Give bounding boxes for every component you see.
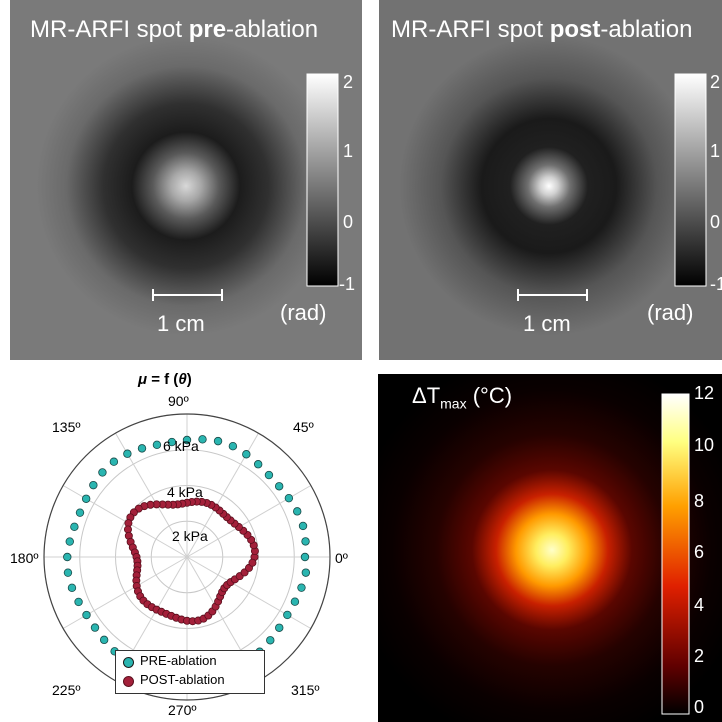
legend-post-label: POST-ablation <box>140 672 225 687</box>
pre-ablation-point <box>82 610 91 620</box>
post-tick-1: 1 <box>710 141 721 161</box>
pre-ablation-point <box>275 623 284 632</box>
pre-ablation-point <box>297 583 306 592</box>
pre-ablation-point <box>300 552 310 562</box>
post-ablation-image <box>379 0 722 360</box>
temp-tick-4: 4 <box>694 595 705 615</box>
pre-unit: (rad) <box>280 300 327 325</box>
pre-ablation-point <box>67 583 77 593</box>
pre-ablation-point <box>274 482 284 491</box>
pre-ablation-point <box>98 468 107 477</box>
polar-legend: PRE-ablation POST-ablation <box>115 650 265 694</box>
polar-plot-panel: μ = f (θ) 90º 45º 0º 315º 270º 225º 180º… <box>0 368 370 722</box>
post-ablation-point <box>248 558 257 567</box>
pre-tick-0: 0 <box>343 212 354 232</box>
temp-tick-12: 12 <box>694 383 715 403</box>
pre-ablation-point <box>213 436 223 446</box>
post-ablation-panel: MR-ARFI spot post-ablation 2 1 0 -1 (rad… <box>379 0 722 360</box>
pre-ablation-point <box>266 636 275 645</box>
pre-ablation-point <box>70 522 79 532</box>
legend-pre-label: PRE-ablation <box>140 653 217 668</box>
temp-tick-0: 0 <box>694 697 705 717</box>
pre-ablation-point <box>293 507 302 516</box>
polar-title: μ = f (θ) <box>138 371 192 388</box>
pre-ablation-point <box>75 508 85 517</box>
angle-label-270: 270º <box>168 702 197 718</box>
angle-label-135: 135º <box>52 419 81 435</box>
temp-tick-8: 8 <box>694 491 705 511</box>
pre-ablation-panel: MR-ARFI spot pre-ablation 2 1 0 -1 (rad)… <box>10 0 362 360</box>
pre-ablation-point <box>74 597 83 607</box>
temp-tick-2: 2 <box>694 646 705 666</box>
post-tick-minus1: -1 <box>710 274 722 294</box>
pre-scale-label: 1 cm <box>157 311 205 336</box>
pre-ablation-point <box>123 449 132 458</box>
radial-label-2: 2 kPa <box>172 528 208 544</box>
polar-outer-circle <box>43 413 331 701</box>
angle-label-0: 0º <box>335 550 348 566</box>
temp-tick-10: 10 <box>694 435 715 455</box>
pre-ablation-point <box>242 450 251 459</box>
pre-ablation-point <box>81 494 91 503</box>
pre-ablation-image <box>10 0 362 360</box>
pre-tick-1: 1 <box>343 141 354 161</box>
post-scale-label: 1 cm <box>523 311 571 336</box>
pre-ablation-point <box>63 552 72 562</box>
pre-ablation-point <box>109 457 119 466</box>
pre-ablation-point <box>65 537 74 546</box>
pre-ablation-point <box>301 537 310 546</box>
pre-ablation-point <box>167 437 177 447</box>
radial-label-4: 4 kPa <box>167 484 203 500</box>
post-colorbar <box>674 73 707 287</box>
pre-ablation-point <box>284 493 294 503</box>
pre-ablation-point <box>89 480 98 490</box>
pre-title: MR-ARFI spot pre-ablation <box>30 16 319 43</box>
pre-ablation-point <box>298 521 308 531</box>
post-title: MR-ARFI spot post-ablation <box>391 16 693 43</box>
pre-ablation-point <box>182 435 192 445</box>
pre-ablation-point <box>264 470 274 480</box>
pre-ablation-point <box>137 444 147 453</box>
temperature-title: ΔTmax (°C) <box>412 383 513 412</box>
pre-ablation-point <box>90 623 100 632</box>
pre-tick-2: 2 <box>343 72 354 92</box>
legend-post-marker <box>123 676 134 687</box>
angle-label-45: 45º <box>293 419 314 435</box>
pre-ablation-point <box>198 435 207 444</box>
angle-label-225: 225º <box>52 682 81 698</box>
post-tick-2: 2 <box>710 72 721 92</box>
temp-tick-6: 6 <box>694 542 705 562</box>
pre-ablation-point <box>63 568 73 577</box>
pre-ablation-point <box>290 597 300 606</box>
pre-colorbar <box>306 73 339 287</box>
pre-ablation-point <box>152 440 162 450</box>
angle-label-315: 315º <box>291 682 320 698</box>
post-tick-0: 0 <box>710 212 721 232</box>
pre-ablation-point <box>228 442 238 451</box>
temperature-panel: ΔTmax (°C) 12 10 8 6 4 2 0 <box>378 374 722 722</box>
post-unit: (rad) <box>647 300 694 325</box>
angle-label-90: 90º <box>168 393 189 409</box>
pre-tick-minus1: -1 <box>339 274 356 294</box>
legend-pre-marker <box>123 657 134 668</box>
angle-label-180: 180º <box>10 550 39 566</box>
radial-label-6: 6 kPa <box>163 438 199 454</box>
temperature-map <box>378 374 722 722</box>
pre-ablation-point <box>253 460 263 469</box>
pre-ablation-point <box>99 635 109 645</box>
pre-ablation-point <box>301 568 311 577</box>
temperature-colorbar <box>661 393 690 715</box>
pre-ablation-point <box>283 610 292 620</box>
